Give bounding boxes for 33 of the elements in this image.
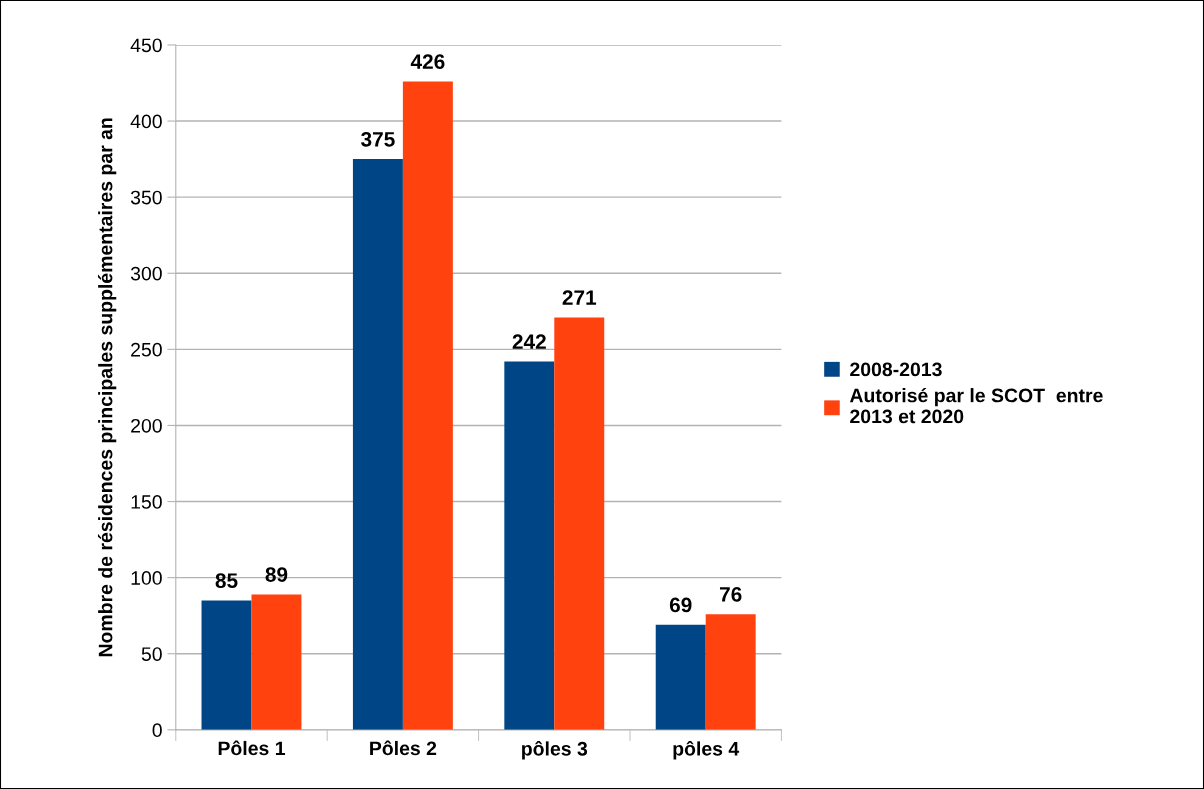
y-tick-label: 100 [131,571,162,585]
y-tick-label: 400 [130,114,162,129]
legend-label: 2008-2013 [850,362,942,377]
data-label: 375 [361,131,395,147]
x-tick-label: Pôles 2 [370,740,437,756]
bar [655,624,706,730]
y-tick-label: 50 [141,647,162,661]
data-label: 85 [215,573,238,589]
y-tick-label: 150 [131,495,162,509]
bar [201,600,252,730]
data-label: 76 [719,586,742,602]
bar [554,317,605,730]
x-tick-label: Pôles 1 [218,740,285,756]
data-label: 69 [669,597,692,613]
bar [402,81,453,730]
y-axis-title: Nombre de résidences principales supplémentaires par an [97,118,117,657]
bar [352,159,403,730]
data-label: 242 [512,334,546,349]
bar [705,614,756,730]
y-tick-label: 250 [131,342,162,357]
data-label: 271 [562,290,597,305]
y-tick-label: 350 [130,190,162,205]
bar [504,361,555,730]
bar [251,594,302,730]
data-label: 89 [265,567,288,582]
x-tick-label: pôles 3 [522,740,588,760]
y-tick-label: 0 [152,723,162,738]
y-tick-label: 200 [131,418,162,433]
y-tick-label: 300 [130,266,162,281]
y-tick-label: 450 [130,38,162,53]
legend-label: Autorisé par le SCOT entre 2013 et 2020 [849,387,1103,424]
data-label: 426 [410,54,445,70]
x-tick-label: pôles 4 [673,740,740,760]
